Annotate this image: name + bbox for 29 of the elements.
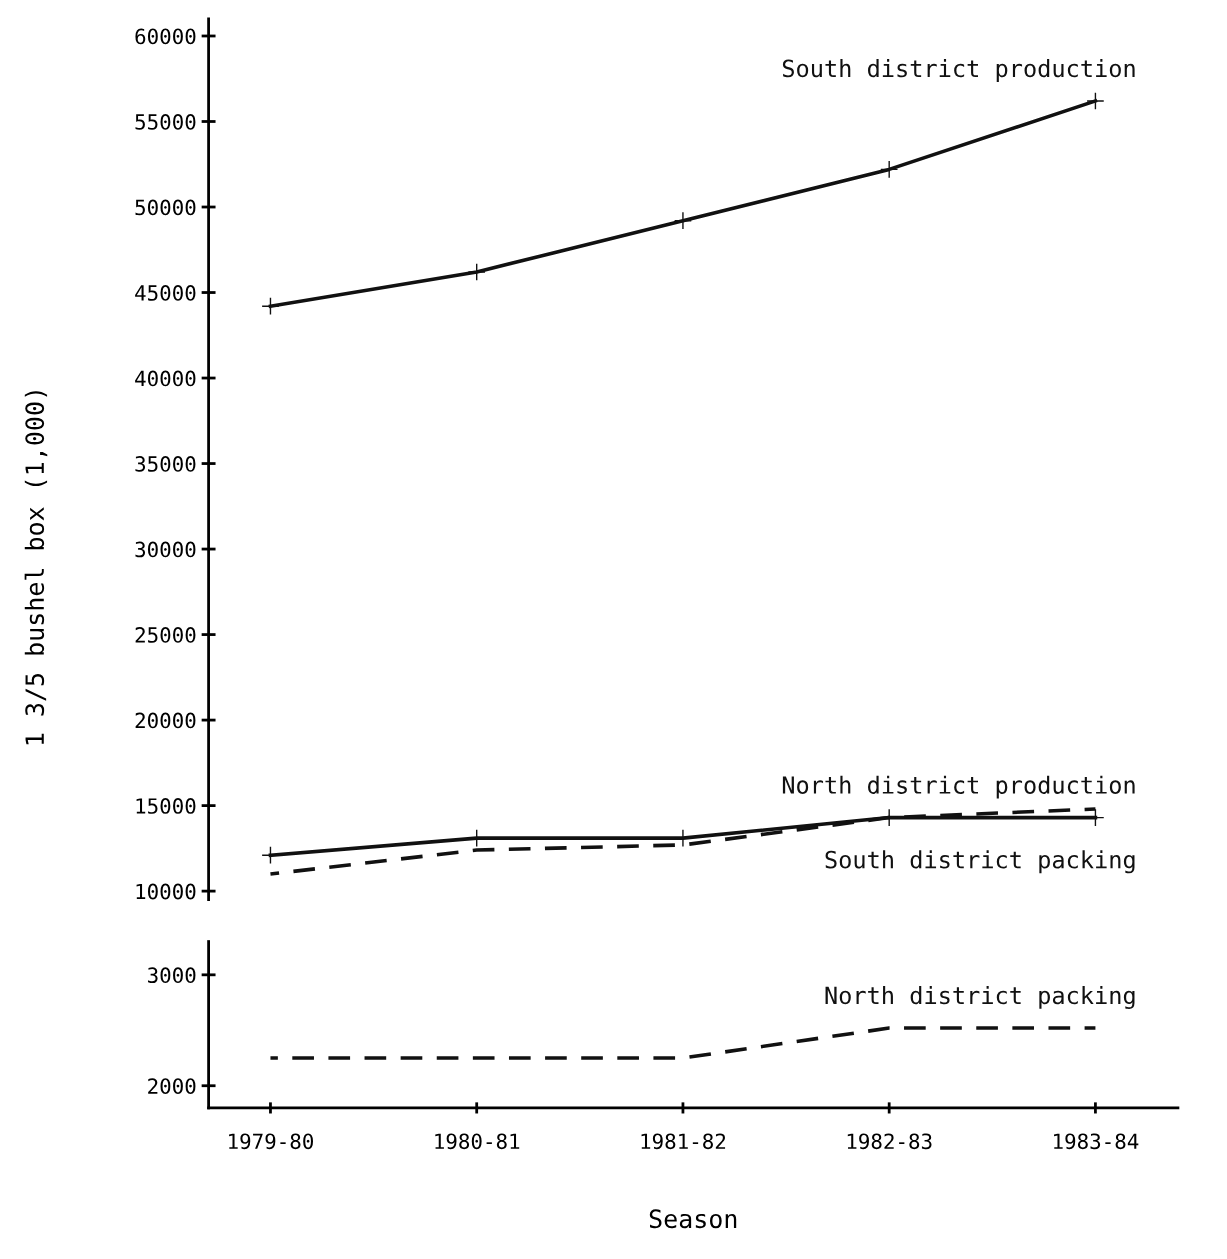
- y-tick-label: 20000: [135, 712, 196, 729]
- point: [880, 160, 899, 179]
- x-tick-label: 1980-81: [435, 1133, 520, 1150]
- y-tick-label: 15000: [136, 798, 196, 814]
- x-tick-label: 1979-80: [229, 1133, 314, 1150]
- y-tick-label: 25000: [135, 627, 196, 643]
- series-label: South district packing: [825, 850, 1135, 874]
- y-tick-label: 10000: [136, 883, 196, 900]
- point: [261, 297, 280, 316]
- y-tick-label: 50000: [135, 199, 196, 216]
- series-label: North district packing: [825, 986, 1135, 1010]
- y-tick-label: 40000: [135, 370, 196, 387]
- x-tick-label: 1983-84: [1054, 1133, 1139, 1150]
- point: [467, 262, 486, 282]
- y-tick-label: 2000: [148, 1078, 196, 1094]
- y-tick-label: 55000: [135, 114, 196, 130]
- point: [1086, 91, 1105, 111]
- series-label: North district production: [782, 775, 1135, 799]
- y-tick-label: 3000: [148, 967, 196, 984]
- y-tick-label: 35000: [135, 456, 196, 472]
- y-tick-label: 45000: [135, 285, 196, 301]
- y-axis-title: 1 3/5 bushel box (1,000): [24, 391, 48, 745]
- point: [673, 211, 692, 230]
- x-tick-label: 1981-82: [641, 1133, 726, 1150]
- x-axis-title: Season: [649, 1209, 737, 1229]
- series-label: South district production: [782, 59, 1135, 82]
- x-tick-label: 1982-83: [847, 1133, 932, 1150]
- y-tick-label: 60000: [135, 28, 196, 45]
- y-tick-label: 30000: [135, 541, 196, 558]
